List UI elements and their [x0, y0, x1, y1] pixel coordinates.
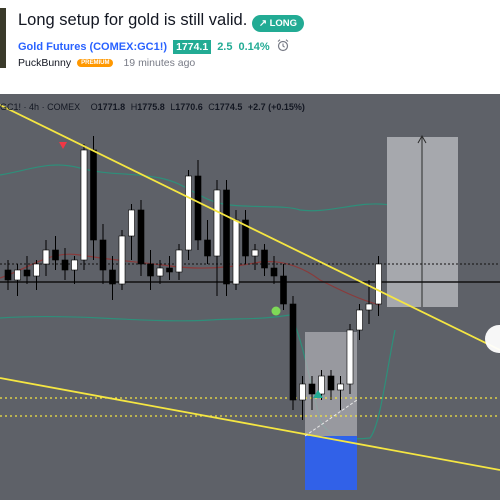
premium-badge: PREMIUM	[77, 59, 114, 67]
low-value: 1770.6	[175, 102, 203, 112]
bullish-candle	[80, 149, 88, 261]
bearish-candle	[223, 189, 230, 285]
author-name[interactable]: PuckBunny	[18, 57, 72, 69]
bullish-candle	[185, 175, 192, 251]
bullish-candle	[251, 249, 259, 257]
bearish-candle	[261, 249, 268, 269]
bearish-candle	[52, 249, 59, 261]
bullish-candle	[337, 383, 344, 391]
trendlines	[0, 104, 500, 471]
long-direction-badge: ↗ LONG	[252, 15, 305, 32]
bearish-candle	[327, 375, 335, 391]
symbol-row: Gold Futures (COMEX:GC1!) 1774.1 2.5 0.1…	[18, 38, 290, 55]
bullish-candle	[128, 209, 135, 237]
bullish-candle	[375, 263, 382, 305]
bullish-candle	[175, 249, 183, 273]
bullish-candle	[71, 259, 78, 271]
legend-symbol[interactable]: GC1!	[0, 102, 22, 112]
dot-separator: ·	[41, 102, 45, 112]
price-change-pct: 0.14%	[238, 40, 270, 53]
bearish-candle	[204, 239, 211, 257]
bullish-candle	[213, 189, 221, 257]
descending-trendline[interactable]	[0, 104, 500, 351]
legend-change: +2.7 (+0.15%)	[247, 102, 305, 112]
high-value: 1775.8	[137, 102, 165, 112]
bullish-candle	[42, 249, 50, 265]
price-levels	[0, 263, 500, 417]
bullish-candle	[14, 269, 21, 281]
bearish-candle	[242, 219, 249, 257]
bearish-candle	[90, 149, 97, 241]
low-label: L	[170, 102, 176, 112]
legend-interval: 4h	[29, 102, 40, 112]
bearish-candle	[23, 269, 31, 277]
alarm-clock-icon[interactable]	[276, 38, 290, 55]
target-arrow-head-icon	[417, 134, 427, 144]
bearish-candle	[270, 267, 278, 277]
bearish-candle	[166, 267, 173, 273]
bullish-candle	[118, 235, 126, 285]
buy-marker-icon	[313, 390, 323, 398]
direction-label: LONG	[269, 18, 298, 29]
bearish-candle	[61, 259, 69, 271]
high-label: H	[130, 102, 138, 112]
sell-marker-icon	[59, 142, 67, 149]
bullish-candle	[318, 375, 325, 395]
markers	[59, 142, 500, 398]
bullish-candle	[365, 303, 373, 311]
bullish-candle	[356, 309, 363, 331]
projection-path	[304, 399, 358, 437]
open-label: O	[90, 102, 98, 112]
bullish-candle	[346, 329, 354, 385]
symbol-code[interactable]: (COMEX:GC1!)	[89, 40, 168, 53]
close-value: 1774.5	[214, 102, 243, 112]
bearish-candle	[194, 175, 202, 241]
idea-thumbnail[interactable]	[0, 8, 6, 68]
signal-dot-icon	[271, 306, 281, 316]
bearish-candle	[109, 269, 116, 285]
ohlc-legend: GC1! · 4h · COMEX O1771.8 H1775.8 L1770.…	[0, 102, 305, 112]
arrow-up-right-icon: ↗	[259, 18, 267, 29]
price-chart[interactable]	[0, 94, 500, 500]
symbol-name[interactable]: Gold Futures	[18, 40, 87, 53]
bullish-candle	[232, 219, 240, 285]
bearish-candle	[308, 383, 316, 395]
bullish-candle	[299, 383, 306, 401]
posted-time: 19 minutes ago	[123, 57, 196, 69]
bearish-candle	[137, 209, 145, 265]
stop-zone	[305, 436, 357, 490]
last-price: 1774.1	[173, 39, 212, 54]
dot-separator: ·	[23, 102, 27, 112]
bearish-candle	[289, 303, 297, 401]
legend-exchange: COMEX	[47, 102, 81, 112]
open-value: 1771.8	[97, 102, 126, 112]
candles	[4, 136, 382, 420]
bearish-candle	[280, 275, 287, 305]
idea-title[interactable]: Long setup for gold is still valid.	[18, 11, 248, 29]
bearish-candle	[147, 263, 154, 277]
scroll-handle[interactable]	[485, 325, 500, 353]
idea-header: Long setup for gold is still valid. ↗ LO…	[0, 0, 500, 94]
bearish-candle	[99, 239, 107, 271]
bearish-candle	[4, 269, 12, 281]
bullish-candle	[156, 267, 164, 277]
author-row: PuckBunny PREMIUM 19 minutes ago	[18, 57, 195, 69]
price-change: 2.5	[217, 40, 233, 53]
bullish-candle	[33, 263, 40, 277]
close-label: C	[208, 102, 215, 112]
lower-trendline[interactable]	[0, 377, 500, 471]
